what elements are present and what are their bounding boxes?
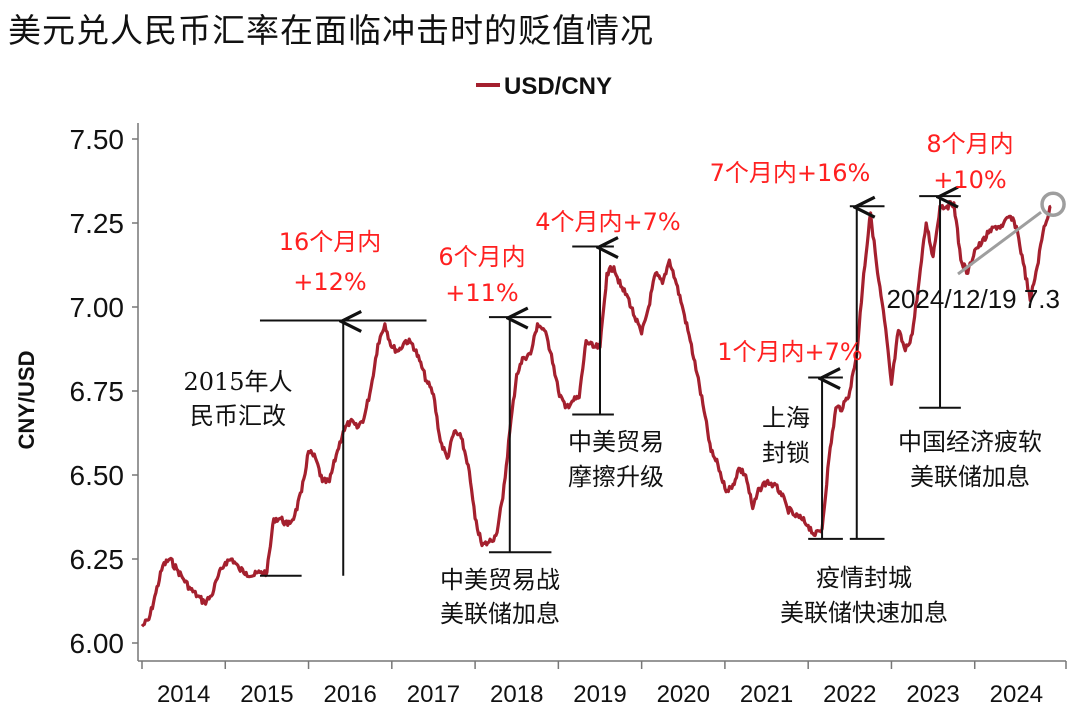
annotation-change-label: 8个月内	[926, 130, 1013, 158]
axes	[132, 123, 1067, 669]
x-tick-label: 2024	[990, 681, 1043, 708]
x-tick-label: 2018	[490, 681, 543, 708]
y-tick-label: 7.25	[70, 208, 125, 239]
x-tick-label: 2023	[906, 681, 959, 708]
x-tick-label: 2020	[657, 681, 710, 708]
event-label: 摩擦升级	[568, 463, 664, 491]
annotation-change-label: +10%	[933, 166, 1006, 194]
callout-leader-line	[957, 210, 1042, 276]
event-label: 2015年人	[183, 368, 292, 396]
event-label: 疫情封城	[816, 564, 912, 592]
x-tick-label: 2022	[823, 681, 876, 708]
event-label: 美联储加息	[910, 463, 1030, 491]
event-label: 美联储快速加息	[780, 599, 948, 627]
legend: USD/CNY	[476, 73, 612, 100]
annotation-change-label: 1个月内+7%	[717, 338, 862, 366]
annotation-change-label: 16个月内	[279, 228, 382, 256]
event-label: 美联储加息	[440, 600, 560, 628]
x-tick-label: 2016	[323, 681, 376, 708]
annotation-change-label: 6个月内	[438, 243, 525, 271]
annotation-change-label: +11%	[445, 279, 518, 307]
y-axis-label: CNY/USD	[14, 350, 39, 449]
event-label: 中美贸易	[568, 428, 664, 456]
series-line-usd-cny	[140, 200, 1052, 628]
event-label: 上海	[762, 404, 810, 432]
chart-title: 美元兑人民币汇率在面临冲击时的贬值情况	[8, 11, 654, 50]
y-tick-label: 6.50	[70, 460, 125, 491]
x-tick-label: 2019	[573, 681, 626, 708]
annotation-change-label: +12%	[293, 268, 366, 296]
event-label: 民币汇改	[190, 402, 286, 430]
x-tick-label: 2017	[407, 681, 460, 708]
annotation-change-label: 7个月内+16%	[710, 159, 871, 187]
y-tick-label: 7.50	[70, 124, 125, 155]
annotations: 16个月内 +12% 6个月内 +11% 4个月内+7% 7个月内+16% 1个月内+7% 8…	[183, 130, 1066, 628]
tick-labels: 6.00 6.25 6.50 6.75 7.00 7.25 7.50 2014 2015 2016…	[14, 124, 1043, 708]
x-tick-label: 2021	[740, 681, 793, 708]
legend-label: USD/CNY	[504, 73, 612, 100]
y-tick-label: 6.00	[70, 628, 125, 659]
event-label: 中国经济疲软	[898, 428, 1042, 456]
y-tick-label: 6.25	[70, 544, 125, 575]
y-tick-label: 6.75	[70, 376, 125, 407]
last-point-marker	[1040, 191, 1066, 217]
x-tick-label: 2015	[240, 681, 293, 708]
annotation-change-label: 4个月内+7%	[535, 208, 680, 236]
x-tick-label: 2014	[157, 681, 210, 708]
y-tick-label: 7.00	[70, 292, 125, 323]
event-label: 封锁	[762, 439, 810, 467]
last-point-label: 2024/12/19 7.3	[887, 284, 1061, 314]
event-label: 中美贸易战	[440, 566, 560, 594]
